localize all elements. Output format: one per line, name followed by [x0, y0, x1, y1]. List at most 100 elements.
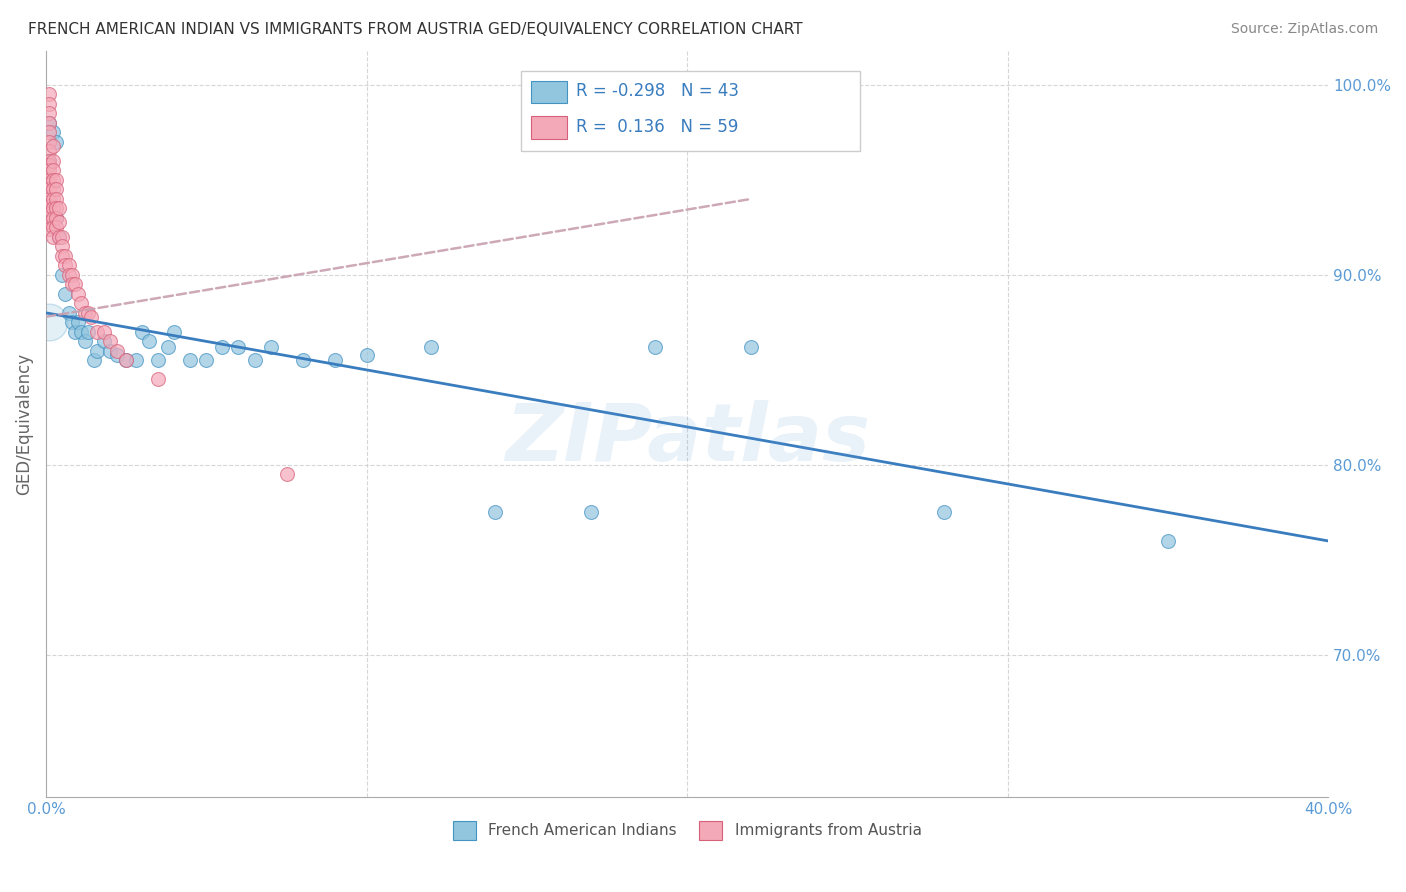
Point — [45, 173, 67, 187]
Point — [228, 340, 250, 354]
Point — [67, 315, 90, 329]
Point — [179, 353, 201, 368]
Point — [45, 202, 67, 216]
Point — [211, 340, 233, 354]
Point — [38, 116, 60, 130]
Point — [38, 158, 60, 172]
Point — [125, 353, 148, 368]
Point — [243, 353, 266, 368]
Point — [291, 353, 314, 368]
Point — [41, 211, 63, 225]
Text: ZIPatlas: ZIPatlas — [505, 400, 870, 478]
Point — [148, 353, 170, 368]
Point — [932, 505, 955, 519]
Point — [45, 211, 67, 225]
Point — [259, 340, 281, 354]
Point — [58, 268, 80, 282]
Point — [55, 259, 77, 273]
Point — [73, 334, 96, 349]
Point — [51, 239, 73, 253]
Point — [356, 348, 378, 362]
Point — [67, 286, 90, 301]
Point — [70, 325, 93, 339]
Point — [115, 353, 138, 368]
Point — [163, 325, 186, 339]
Point — [51, 249, 73, 263]
Point — [105, 343, 128, 358]
Point — [195, 353, 218, 368]
FancyBboxPatch shape — [531, 116, 567, 139]
Point — [86, 343, 108, 358]
Point — [51, 230, 73, 244]
Point — [55, 286, 77, 301]
Point — [38, 177, 60, 191]
Point — [138, 334, 160, 349]
Point — [63, 325, 86, 339]
Point — [38, 222, 60, 236]
Point — [323, 353, 346, 368]
Point — [38, 87, 60, 102]
Point — [51, 268, 73, 282]
Point — [1157, 533, 1180, 548]
Point — [41, 230, 63, 244]
Point — [131, 325, 153, 339]
Point — [38, 215, 60, 229]
Point — [60, 277, 83, 292]
Point — [41, 163, 63, 178]
Point — [60, 315, 83, 329]
FancyBboxPatch shape — [520, 70, 860, 152]
Point — [38, 207, 60, 221]
Point — [148, 372, 170, 386]
Point — [484, 505, 506, 519]
Point — [45, 192, 67, 206]
Point — [276, 467, 298, 482]
Point — [38, 153, 60, 168]
Point — [579, 505, 602, 519]
Point — [41, 182, 63, 196]
Point — [41, 192, 63, 206]
Point — [38, 96, 60, 111]
Point — [93, 334, 115, 349]
Point — [41, 138, 63, 153]
Point — [41, 173, 63, 187]
Text: R =  0.136   N = 59: R = 0.136 N = 59 — [575, 118, 738, 136]
Point — [98, 343, 121, 358]
Point — [115, 353, 138, 368]
Point — [83, 353, 105, 368]
Point — [41, 202, 63, 216]
Point — [86, 325, 108, 339]
Text: R = -0.298   N = 43: R = -0.298 N = 43 — [575, 82, 738, 100]
Point — [70, 296, 93, 310]
Point — [38, 199, 60, 213]
Point — [45, 182, 67, 196]
Point — [98, 334, 121, 349]
FancyBboxPatch shape — [531, 80, 567, 103]
Point — [156, 340, 179, 354]
Point — [58, 259, 80, 273]
Point — [80, 310, 103, 324]
Point — [38, 125, 60, 139]
Point — [76, 325, 98, 339]
Point — [48, 202, 70, 216]
Point — [38, 106, 60, 120]
Text: Source: ZipAtlas.com: Source: ZipAtlas.com — [1230, 22, 1378, 37]
Legend: French American Indians, Immigrants from Austria: French American Indians, Immigrants from… — [447, 815, 928, 846]
Point — [48, 230, 70, 244]
Point — [48, 230, 70, 244]
Point — [419, 340, 441, 354]
Point — [63, 277, 86, 292]
Point — [45, 135, 67, 149]
Point — [38, 153, 60, 168]
Point — [38, 173, 60, 187]
Point — [38, 145, 60, 159]
Point — [60, 268, 83, 282]
Point — [38, 116, 60, 130]
Point — [76, 306, 98, 320]
Point — [58, 306, 80, 320]
Point — [38, 182, 60, 196]
Point — [93, 325, 115, 339]
Point — [41, 220, 63, 235]
Point — [55, 249, 77, 263]
Point — [644, 340, 666, 354]
Y-axis label: GED/Equivalency: GED/Equivalency — [15, 353, 32, 495]
